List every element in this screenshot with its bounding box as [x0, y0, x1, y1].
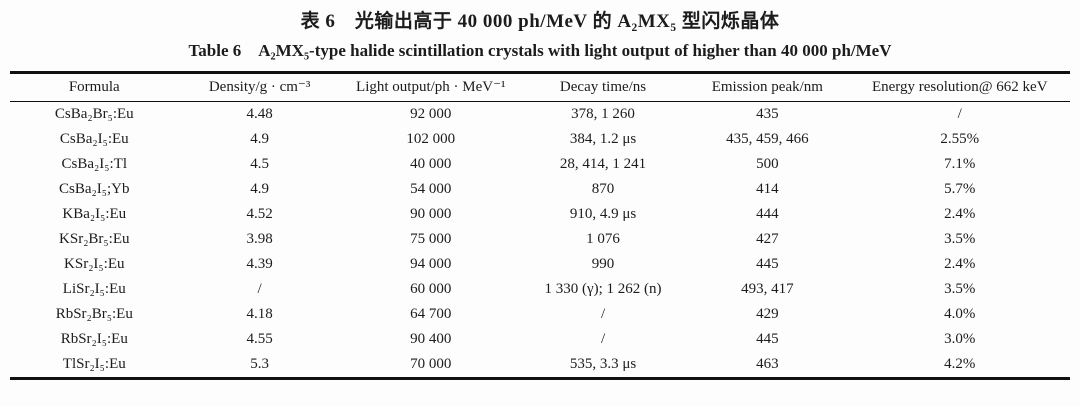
decay-time-cell: /: [600, 306, 606, 322]
formula-cell: RbSr₂Br₅:Eu: [55, 306, 133, 322]
table-row: CsBa₂Br₅:Eu 4.48 92 000 378, 1 260 435 /: [10, 102, 1070, 128]
table-row: LiSr₂I₅:Eu / 60 000 1 330 (γ); 1 262 (n)…: [10, 277, 1070, 302]
table-row: KSr₂Br₅:Eu 3.98 75 000 1 076 427 3.5%: [10, 227, 1070, 252]
table-row: KBa₂I₅:Eu 4.52 90 000 910, 4.9 μs 444 2.…: [10, 202, 1070, 227]
column-header-energy-resolution: Energy resolution@ 662 keV: [849, 72, 1070, 102]
decay-time-cell: 1 330 (γ); 1 262 (n): [544, 281, 662, 297]
table-header: Formula Density/g · cm⁻³ Light output/ph…: [10, 72, 1070, 102]
formula-cell: CsBa₂I₅;Yb: [59, 181, 130, 197]
light-output-cell: 92 000: [410, 106, 452, 122]
energy-resolution-cell: 2.4%: [944, 256, 976, 272]
energy-resolution-cell: 4.0%: [944, 306, 976, 322]
formula-cell: CsBa₂I₅:Tl: [61, 156, 127, 172]
column-header-emission-peak: Emission peak/nm: [685, 72, 850, 102]
formula-cell: KBa₂I₅:Eu: [62, 206, 127, 222]
decay-time-cell: 28, 414, 1 241: [559, 156, 647, 172]
table-caption-english: Table 6 A₂MX₅-type halide scintillation …: [188, 41, 892, 60]
formula-cell: KSr₂Br₅:Eu: [59, 231, 130, 247]
density-cell: 4.39: [246, 256, 273, 272]
energy-resolution-cell: 4.2%: [944, 356, 976, 372]
header-row: Formula Density/g · cm⁻³ Light output/ph…: [10, 72, 1070, 102]
column-header-light-output: Light output/ph · MeV⁻¹: [340, 72, 521, 102]
emission-peak-cell: 445: [756, 331, 779, 347]
table-caption-chinese: 表 6 光输出高于 40 000 ph/MeV 的 A₂MX₅ 型闪烁晶体: [300, 11, 780, 32]
energy-resolution-cell: 2.55%: [940, 131, 980, 147]
decay-time-cell: 990: [591, 256, 615, 272]
emission-peak-cell: 445: [756, 256, 779, 272]
emission-peak-cell: 414: [756, 181, 779, 197]
emission-peak-cell: 444: [756, 206, 779, 222]
column-header-formula: Formula: [10, 72, 179, 102]
light-output-cell: 60 000: [410, 281, 452, 297]
emission-peak-cell: 463: [756, 356, 779, 372]
decay-time-cell: 384, 1.2 μs: [569, 131, 637, 147]
formula-cell: KSr₂I₅:Eu: [64, 256, 125, 272]
density-cell: 5.3: [250, 356, 269, 372]
decay-time-cell: 870: [591, 181, 615, 197]
table-row: CsBa₂I₅:Tl 4.5 40 000 28, 414, 1 241 500…: [10, 152, 1070, 177]
density-cell: 4.18: [246, 306, 273, 322]
table-row: KSr₂I₅:Eu 4.39 94 000 990 445 2.4%: [10, 252, 1070, 277]
decay-time-cell: 1 076: [586, 231, 620, 247]
decay-time-cell: 535, 3.3 μs: [569, 356, 637, 372]
energy-resolution-cell: 7.1%: [944, 156, 976, 172]
energy-resolution-cell: 3.5%: [944, 281, 976, 297]
light-output-cell: 90 000: [410, 206, 452, 222]
emission-peak-cell: 435: [756, 106, 779, 122]
energy-resolution-cell: 3.5%: [944, 231, 976, 247]
light-output-cell: 54 000: [410, 181, 452, 197]
density-cell: 4.5: [250, 156, 269, 172]
emission-peak-cell: 427: [756, 231, 779, 247]
table-row: CsBa₂I₅;Yb 4.9 54 000 870 414 5.7%: [10, 177, 1070, 202]
light-output-cell: 102 000: [406, 131, 456, 147]
decay-time-cell: 910, 4.9 μs: [569, 206, 637, 222]
formula-cell: CsBa₂Br₅:Eu: [54, 106, 134, 122]
energy-resolution-cell: 2.4%: [944, 206, 976, 222]
light-output-cell: 75 000: [410, 231, 452, 247]
table-row: RbSr₂Br₅:Eu 4.18 64 700 / 429 4.0%: [10, 302, 1070, 327]
density-cell: /: [257, 281, 262, 297]
column-header-density: Density/g · cm⁻³: [178, 72, 341, 102]
table-row: TlSr₂I₅:Eu 5.3 70 000 535, 3.3 μs 463 4.…: [10, 352, 1070, 379]
formula-cell: RbSr₂I₅:Eu: [60, 331, 128, 347]
density-cell: 4.55: [246, 331, 273, 347]
scintillation-crystals-table: Formula Density/g · cm⁻³ Light output/ph…: [10, 71, 1070, 380]
light-output-cell: 40 000: [410, 156, 452, 172]
table-body: CsBa₂Br₅:Eu 4.48 92 000 378, 1 260 435 /…: [10, 102, 1070, 379]
light-output-cell: 94 000: [410, 256, 452, 272]
density-cell: 4.52: [246, 206, 273, 222]
emission-peak-cell: 429: [756, 306, 779, 322]
density-cell: 4.9: [250, 181, 269, 197]
energy-resolution-cell: /: [957, 106, 962, 122]
density-cell: 3.98: [246, 231, 273, 247]
emission-peak-cell: 500: [756, 156, 779, 172]
table-row: RbSr₂I₅:Eu 4.55 90 400 / 445 3.0%: [10, 327, 1070, 352]
formula-cell: LiSr₂I₅:Eu: [62, 281, 126, 297]
energy-resolution-cell: 5.7%: [944, 181, 976, 197]
emission-peak-cell: 493, 417: [741, 281, 794, 297]
energy-resolution-cell: 3.0%: [944, 331, 976, 347]
table-row: CsBa₂I₅:Eu 4.9 102 000 384, 1.2 μs 435, …: [10, 127, 1070, 152]
formula-cell: CsBa₂I₅:Eu: [59, 131, 129, 147]
light-output-cell: 90 400: [410, 331, 452, 347]
density-cell: 4.48: [246, 106, 273, 122]
light-output-cell: 64 700: [410, 306, 452, 322]
decay-time-cell: /: [600, 331, 606, 347]
column-header-decay-time: Decay time/ns: [520, 72, 686, 102]
formula-cell: TlSr₂I₅:Eu: [62, 356, 126, 372]
light-output-cell: 70 000: [410, 356, 452, 372]
decay-time-cell: 378, 1 260: [571, 106, 635, 122]
density-cell: 4.9: [250, 131, 269, 147]
emission-peak-cell: 435, 459, 466: [726, 131, 809, 147]
